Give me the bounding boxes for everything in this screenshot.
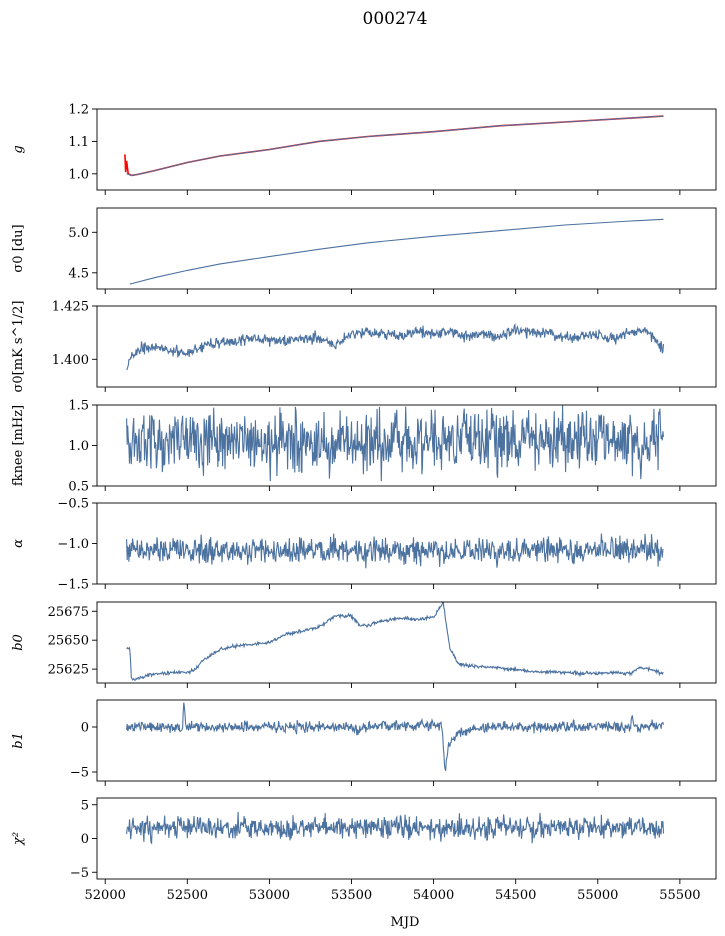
y-axis-label: b0 (11, 634, 26, 651)
panel-alpha: −1.5 −1.0 −0.5 α (11, 497, 717, 593)
axes-frame (96, 108, 717, 191)
y-tick-label: 25625 (48, 663, 89, 678)
panel-sigma0_mK: 1.400 1.425 σ0[mK s^1/2] (11, 300, 717, 393)
panel-sigma0_du: 4.5 5.0 σ0 [du] (11, 207, 717, 294)
x-tick-label: 54000 (413, 888, 454, 903)
series-b0 (126, 601, 664, 681)
series-fit (124, 115, 664, 177)
x-tick-label: 52000 (85, 888, 126, 903)
axes-frame (96, 305, 717, 388)
y-tick-label: 5 (81, 798, 89, 813)
panel-fknee: 0.5 1.0 1.5 fknee [mHz] (11, 399, 717, 495)
y-tick-label: 1.0 (68, 167, 89, 182)
axes-frame (96, 601, 717, 684)
y-axis-label: α (11, 539, 26, 548)
y-axis-label: σ0 [du] (11, 224, 26, 272)
figure-title: 000274 (363, 9, 428, 29)
y-axis-label: σ0[mK s^1/2] (11, 301, 26, 393)
series-g (126, 115, 664, 176)
axes-frame (96, 797, 717, 880)
series-alpha (126, 533, 664, 569)
axes-frame (96, 699, 717, 782)
series-chi2 (126, 811, 665, 845)
y-tick-label: −0.5 (57, 497, 89, 512)
x-tick-label: 53500 (331, 888, 372, 903)
x-tick-label: 55000 (577, 888, 618, 903)
x-axis-label: MJD (391, 915, 420, 930)
y-tick-label: 25650 (48, 634, 89, 649)
axes-frame (96, 207, 717, 290)
panel-g: 1.0 1.1 1.2 g (11, 103, 717, 195)
y-tick-label: 1.1 (68, 135, 89, 150)
panel-chi2: −5 0 5 52000 52500 53000 53500 54000 54500 55000 5… (11, 797, 717, 903)
y-tick-label: 25675 (48, 605, 89, 620)
x-tick-label: 55500 (659, 888, 700, 903)
y-tick-label: 1.2 (68, 103, 89, 118)
y-tick-label: 1.5 (68, 399, 89, 414)
y-tick-label: 1.400 (52, 353, 89, 368)
x-tick-label: 53000 (249, 888, 290, 903)
panel-b1: −5 0 b1 (11, 699, 717, 786)
y-tick-label: −1.0 (57, 537, 89, 552)
y-tick-label: 0.5 (68, 480, 89, 495)
panels: 1.0 1.1 1.2 g 4.5 5.0 σ0 [du] 1.400 1.425 σ0[mK s… (11, 103, 717, 903)
series-sigma0_du (129, 218, 664, 285)
y-tick-label: 0 (81, 832, 89, 847)
y-tick-label: −5 (70, 866, 89, 881)
panel-b0: 25625 25650 25675 b0 (11, 601, 717, 688)
y-tick-label: 4.5 (68, 266, 89, 281)
y-axis-label: fknee [mHz] (11, 405, 26, 486)
y-tick-label: −5 (70, 766, 89, 781)
y-tick-label: −1.5 (57, 578, 89, 593)
y-tick-label: 1.0 (68, 439, 89, 454)
y-axis-label: g (11, 145, 26, 153)
x-tick-label: 54500 (495, 888, 536, 903)
series-fknee (126, 405, 665, 482)
series-sigma0_mK (126, 323, 665, 371)
y-tick-label: 0 (81, 721, 89, 736)
y-axis-label: χ² (11, 832, 26, 846)
x-tick-label: 52500 (167, 888, 208, 903)
y-axis-label: b1 (11, 732, 26, 749)
series-b1 (126, 702, 665, 772)
y-tick-label: 5.0 (68, 226, 89, 241)
y-tick-label: 1.425 (52, 300, 89, 315)
